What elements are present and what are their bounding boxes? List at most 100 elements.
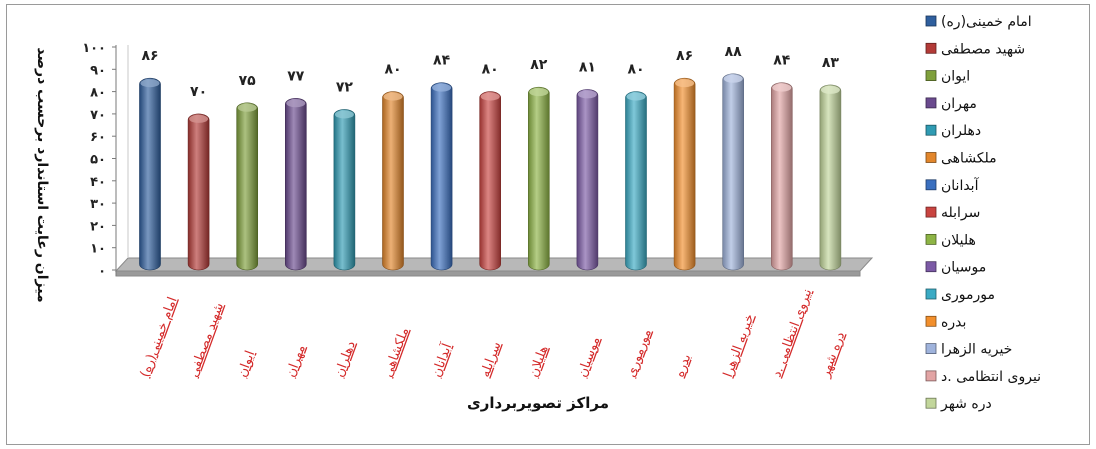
legend-label: سرابله: [941, 205, 980, 221]
legend-label: خیریه الزهرا: [941, 342, 1012, 358]
bar: [382, 91, 404, 271]
category-label: دره شهر: [818, 330, 849, 380]
legend-item: مورموری: [925, 287, 995, 303]
category-label: مورموری: [624, 327, 655, 379]
bar: [236, 102, 258, 271]
data-label: ۷۲: [336, 79, 354, 95]
legend-label: دهلران: [941, 123, 981, 139]
data-label: ۸۴: [433, 53, 451, 69]
y-tick-label: ۲۰: [90, 219, 106, 234]
legend-item: مهران: [925, 96, 977, 112]
bar: [430, 82, 453, 271]
legend-item: خیریه الزهرا: [925, 342, 1012, 358]
y-tick-labels: ۰ ۱۰ ۲۰ ۳۰ ۴۰ ۵۰ ۶۰ ۷۰ ۸۰ ۹۰ ۱۰۰: [82, 41, 106, 279]
legend-swatch: [925, 152, 937, 163]
legend-item: دره شهر: [925, 396, 992, 412]
data-label: ۸۲: [530, 57, 548, 73]
category-label: شهید مصطفی: [186, 301, 227, 379]
data-label: ۸۸: [725, 44, 743, 60]
category-label: (ره)امام خمینی: [138, 295, 181, 379]
legend-label: بدره: [941, 314, 966, 330]
bar: [139, 77, 161, 271]
legend-item: هلیلان: [925, 232, 976, 248]
data-label: ۸۰: [482, 62, 499, 78]
legend-label: نیروی انتظامی .د: [941, 369, 1041, 385]
y-tick-label: ۱۰: [90, 242, 106, 257]
legend-label: ملکشاهی: [941, 151, 997, 167]
category-label: هلیلان: [526, 344, 551, 380]
legend-item: آبدانان: [925, 177, 980, 194]
category-label: خیریه الزهرا: [721, 312, 758, 379]
bar: [819, 84, 842, 271]
legend-label: شهید مصطفی: [941, 41, 1025, 57]
category-label: دهلران: [332, 339, 359, 379]
data-label: ۸۶: [141, 48, 158, 64]
y-axis-title: میزان رعایت استاندارد برحسب درصد: [34, 47, 50, 302]
legend-label: موسیان: [941, 260, 986, 276]
category-label: سرابله: [478, 340, 505, 380]
data-label: ۸۱: [579, 59, 596, 75]
legend-item: سرابله: [925, 205, 980, 221]
y-tick-label: ۵۰: [90, 153, 106, 168]
category-label: موسیان: [575, 335, 603, 380]
category-label: مهران: [283, 343, 308, 379]
y-tick-label: ۹۰: [90, 63, 106, 78]
legend-item: بدره: [925, 314, 966, 330]
legend-label: مهران: [941, 96, 977, 112]
legend-swatch: [925, 397, 937, 409]
y-tick-label: ۴۰: [90, 175, 106, 190]
bar: [576, 89, 599, 271]
category-label: ملکشاهی: [381, 326, 413, 380]
legend-swatch: [925, 124, 937, 136]
bars: [139, 73, 842, 271]
legend-swatch: [925, 261, 937, 273]
legend-swatch: [925, 42, 937, 54]
y-tick-label: ۶۰: [90, 130, 106, 145]
category-label: بدره: [672, 352, 694, 379]
legend-label: (ره)امام خمینی: [941, 14, 1032, 30]
legend-label: ایوان: [941, 69, 970, 85]
legend-swatch: [925, 370, 937, 382]
data-label: ۸۰: [384, 62, 401, 78]
y-tick-label: ۸۰: [90, 86, 106, 101]
legend-item: ایوان: [925, 69, 970, 85]
legend-swatch: [925, 70, 937, 81]
legend-item: موسیان: [925, 260, 986, 276]
x-axis-title: مراکز تصویربرداری: [467, 394, 609, 412]
y-tick-label: ۱۰۰: [82, 41, 106, 56]
bar: [527, 86, 550, 271]
legend-swatch: [925, 315, 937, 327]
legend: (ره)امام خمینی شهید مصطفی ایوان مهران دهلران…: [925, 14, 1041, 412]
y-tick-label: ۰: [98, 264, 106, 279]
legend-label: آبدانان: [941, 177, 980, 194]
data-label: ۸۶: [676, 48, 693, 64]
legend-label: دره شهر: [940, 396, 992, 412]
legend-item: ملکشاهی: [925, 151, 997, 167]
bar: [722, 73, 745, 271]
bar: [625, 91, 647, 271]
bar: [770, 82, 793, 271]
legend-swatch: [925, 179, 937, 191]
legend-swatch: [925, 233, 937, 245]
bar: [673, 77, 696, 271]
data-label: ۸۴: [773, 53, 791, 69]
data-label: ۷۷: [287, 68, 305, 84]
data-label: ۸۳: [822, 55, 840, 71]
legend-swatch: [925, 97, 937, 109]
category-labels: (ره)امام خمینی شهید مصطفی ایوان مهران دهلران…: [138, 287, 849, 380]
legend-item: نیروی انتظامی .د: [925, 369, 1041, 385]
bar: [333, 109, 356, 271]
legend-swatch: [925, 288, 937, 300]
bar: [479, 91, 502, 271]
data-label: ۷۰: [190, 84, 207, 100]
bar: [187, 113, 210, 271]
legend-item: شهید مصطفی: [925, 41, 1025, 57]
legend-swatch: [925, 15, 937, 27]
y-axis: [112, 45, 117, 276]
legend-label: هلیلان: [941, 232, 976, 248]
y-tick-label: ۳۰: [90, 197, 106, 212]
category-label: ایوان: [235, 349, 258, 380]
data-label: ۸۰: [627, 62, 644, 78]
legend-swatch: [925, 343, 937, 355]
